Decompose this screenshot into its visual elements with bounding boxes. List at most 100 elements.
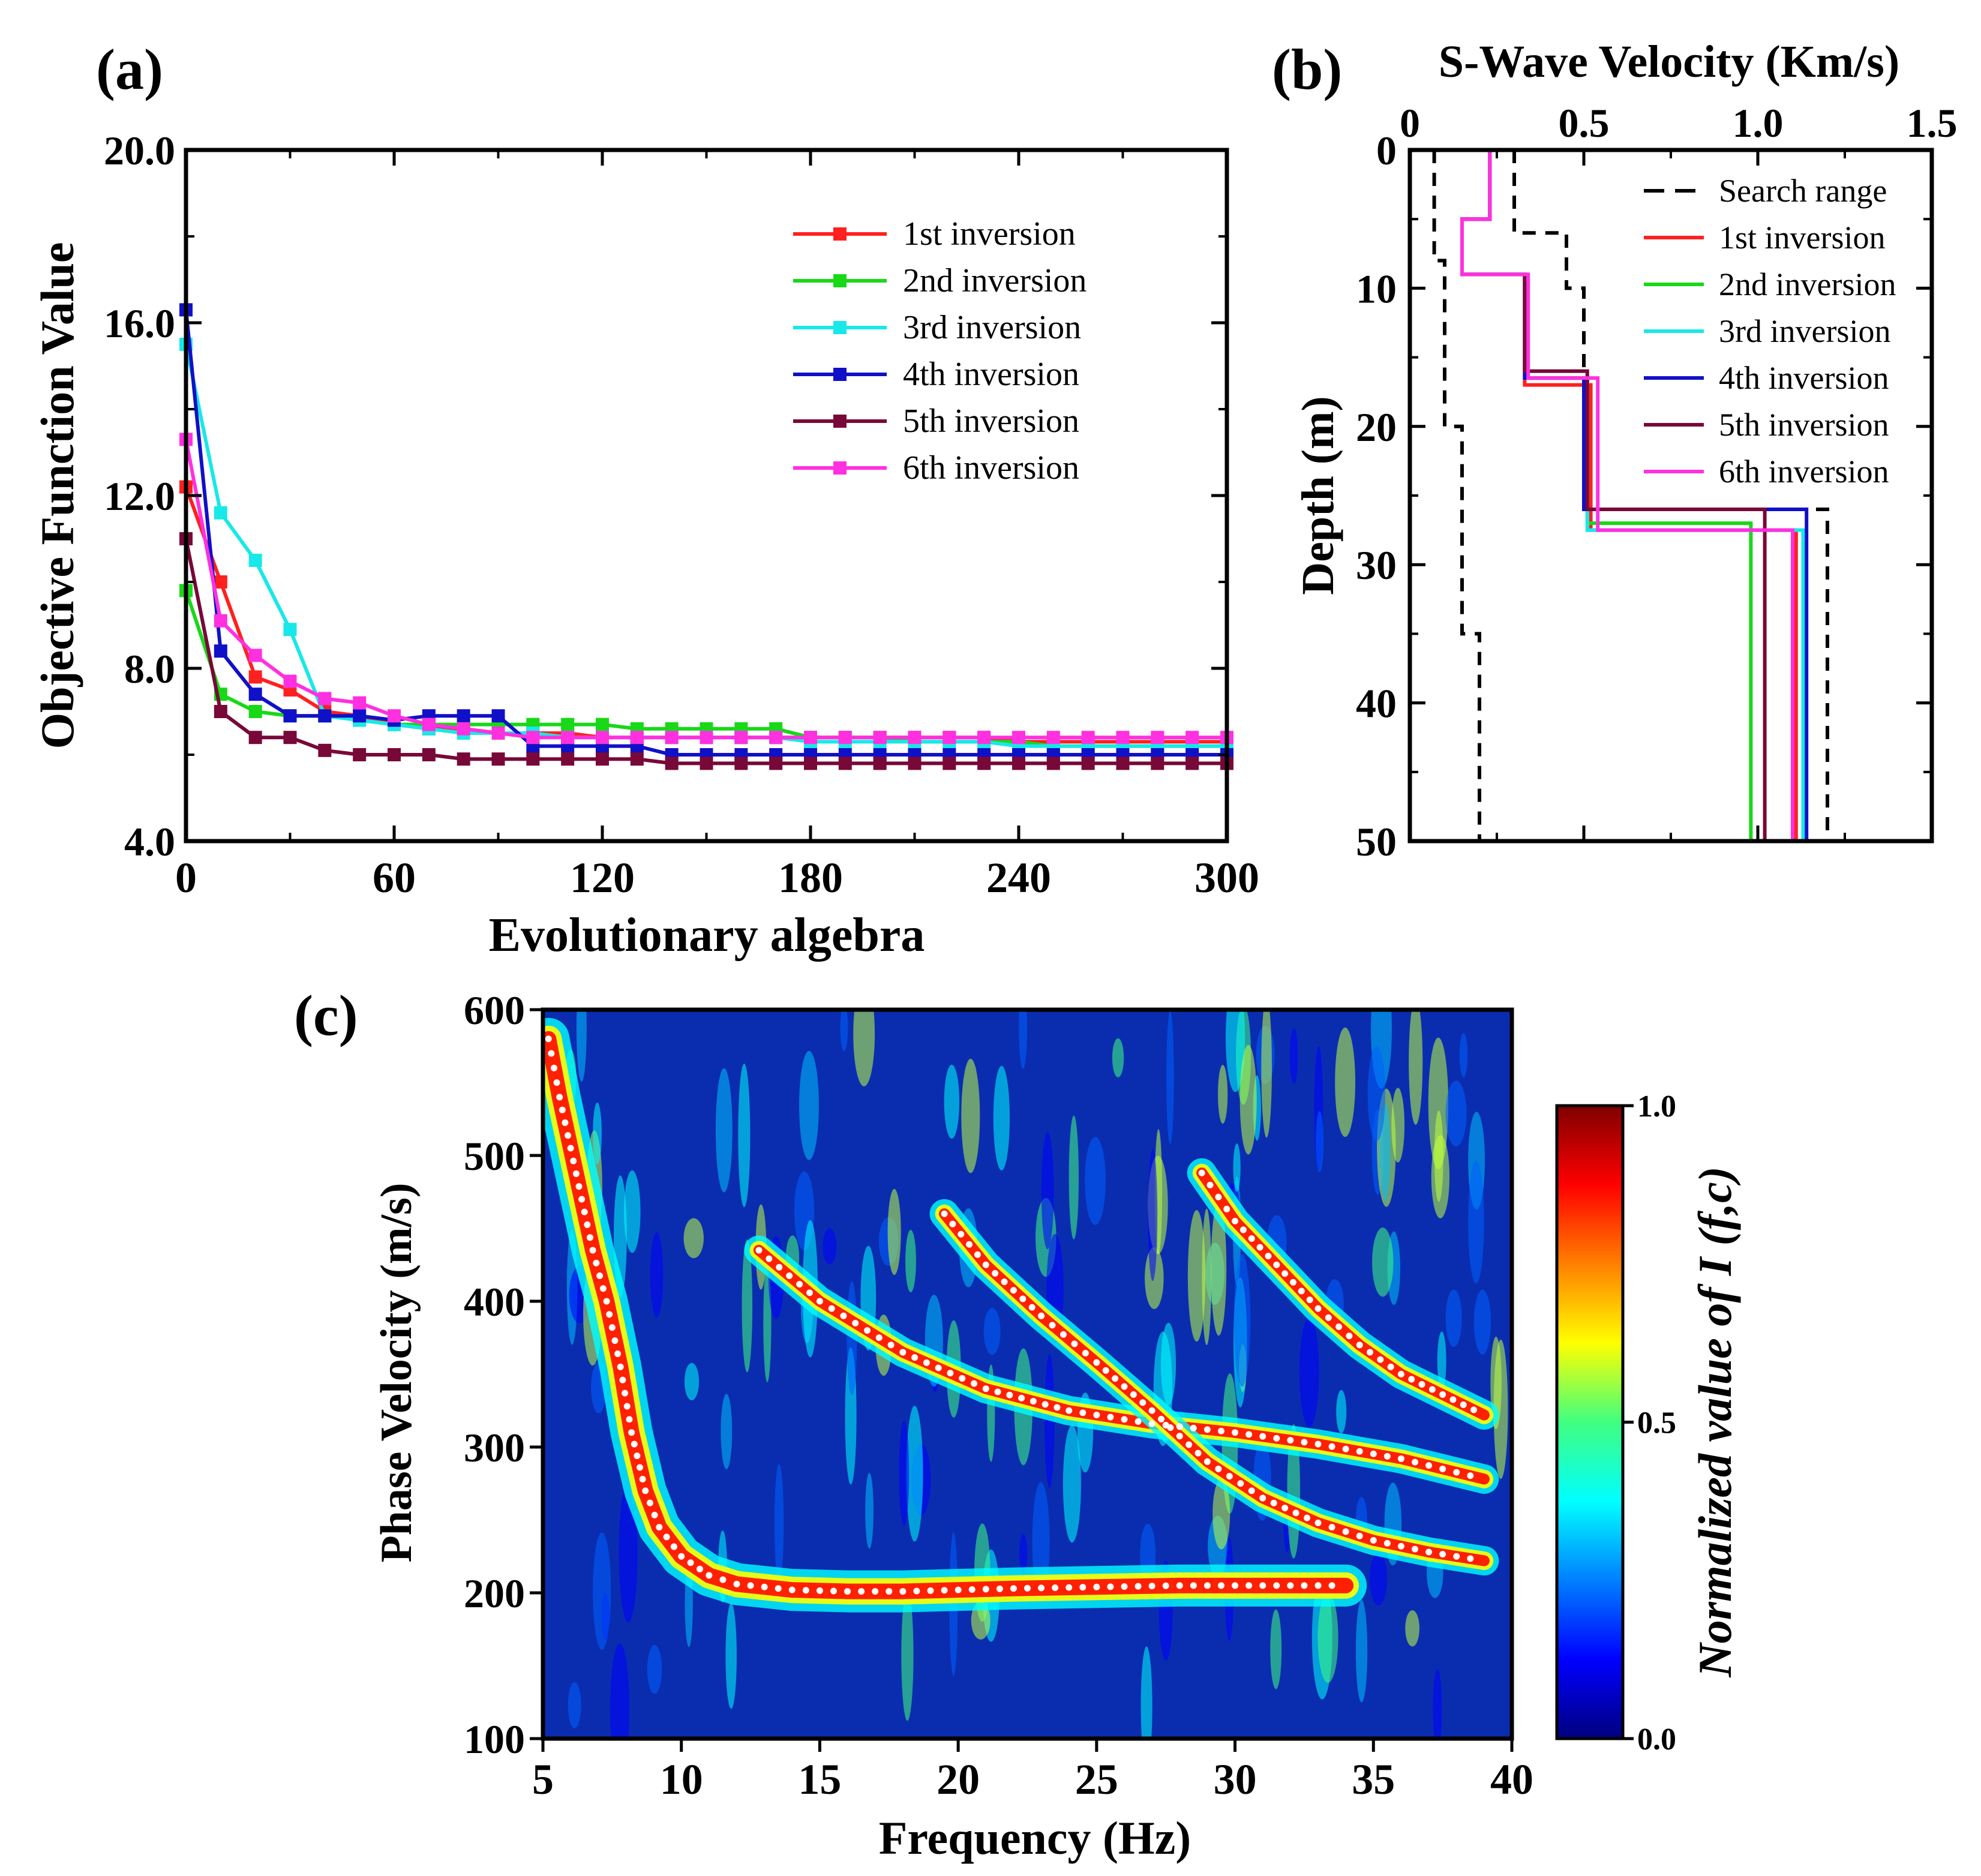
pick-dot bbox=[844, 1588, 851, 1595]
pick-dot bbox=[634, 1452, 641, 1460]
noise-blob bbox=[1218, 1064, 1228, 1124]
pick-dot bbox=[923, 1359, 930, 1366]
pick-dot bbox=[1397, 1455, 1404, 1462]
pick-dot bbox=[1298, 1287, 1305, 1295]
noise-blob bbox=[1445, 1080, 1467, 1146]
pick-dot bbox=[1093, 1412, 1100, 1419]
pick-dot bbox=[1102, 1367, 1109, 1374]
pick-dot bbox=[1041, 1401, 1049, 1408]
noise-blob bbox=[983, 1308, 1001, 1355]
panel-c-xlabel: Frequency (Hz) bbox=[879, 1812, 1191, 1864]
x-tick-label: 120 bbox=[570, 854, 635, 902]
legend-label: 1st inversion bbox=[1719, 220, 1886, 256]
panel-c-label: (c) bbox=[294, 983, 358, 1047]
noise-blob bbox=[610, 1643, 630, 1739]
pick-dot bbox=[1121, 1583, 1128, 1590]
data-point bbox=[700, 757, 713, 770]
colorbar-tick-label: 0.5 bbox=[1637, 1406, 1676, 1440]
data-point bbox=[318, 743, 332, 757]
colorbar-ticks: 0.0 0.5 1.0 bbox=[1623, 1089, 1676, 1757]
pick-dot bbox=[796, 1281, 803, 1288]
noise-blob bbox=[624, 1170, 641, 1253]
pick-dot bbox=[1223, 1205, 1230, 1212]
data-point bbox=[561, 731, 575, 745]
pick-dot bbox=[1281, 1505, 1289, 1512]
legend-entry-5: 5th inversion bbox=[793, 403, 1079, 440]
pick-dot bbox=[614, 1350, 622, 1357]
data-point bbox=[318, 692, 332, 706]
data-point bbox=[665, 731, 679, 745]
pick-dot bbox=[567, 1145, 574, 1152]
pick-dot bbox=[1112, 1375, 1119, 1382]
x-tick-label: 0 bbox=[175, 854, 197, 902]
y-tick-label: 600 bbox=[464, 987, 525, 1033]
noise-blob bbox=[650, 1232, 664, 1318]
pick-dot bbox=[1387, 1363, 1394, 1370]
noise-blob bbox=[1459, 1033, 1468, 1077]
legend-marker bbox=[833, 415, 847, 428]
pick-dot bbox=[1439, 1465, 1446, 1472]
legend-marker bbox=[833, 227, 847, 241]
panel-c: (c) 5 10 15 20 25 30 35 40 100 200 300 400 500 600 Ph… bbox=[294, 983, 1741, 1864]
pick-dot bbox=[775, 1585, 782, 1592]
pick-dot bbox=[1301, 1582, 1308, 1589]
legend-label: 6th inversion bbox=[1719, 454, 1889, 490]
pick-dot bbox=[1121, 1416, 1128, 1423]
pick-dot bbox=[678, 1553, 685, 1560]
legend-label: 5th inversion bbox=[903, 403, 1079, 440]
noise-blob bbox=[865, 1473, 874, 1549]
noise-blob bbox=[1299, 1317, 1319, 1427]
y-tick-label: 16.0 bbox=[104, 301, 175, 346]
data-point bbox=[422, 748, 436, 761]
x-tick-label: 30 bbox=[1214, 1755, 1257, 1803]
pick-dot bbox=[761, 1583, 768, 1590]
pick-dot bbox=[1342, 1445, 1349, 1452]
pick-dot bbox=[1059, 1331, 1067, 1338]
data-point bbox=[630, 731, 644, 745]
noise-blob bbox=[905, 1229, 916, 1293]
series-2 bbox=[179, 584, 1233, 753]
data-point bbox=[838, 731, 852, 745]
x-tick-label: 300 bbox=[1194, 854, 1259, 902]
data-point bbox=[283, 674, 297, 688]
data-point bbox=[1185, 731, 1199, 745]
data-point bbox=[526, 731, 540, 745]
pick-dot bbox=[696, 1565, 703, 1572]
panel-c-ylabel: Phase Velocity (m/s) bbox=[372, 1182, 421, 1562]
data-point bbox=[1046, 731, 1060, 745]
colorbar-tick-label: 0.0 bbox=[1637, 1722, 1676, 1757]
pick-dot bbox=[1245, 1582, 1253, 1589]
x-tick-label: 40 bbox=[1490, 1755, 1533, 1803]
pick-dot bbox=[1148, 1583, 1155, 1590]
data-point bbox=[353, 748, 367, 761]
pick-dot bbox=[992, 1269, 999, 1277]
x-tick-label: 10 bbox=[660, 1755, 703, 1803]
data-point bbox=[665, 757, 679, 770]
pick-dot bbox=[1383, 1452, 1391, 1460]
data-point bbox=[596, 718, 609, 731]
pick-dot bbox=[593, 1259, 600, 1266]
noise-blob bbox=[1019, 1533, 1028, 1575]
data-point bbox=[908, 757, 922, 770]
panel-c-frame bbox=[541, 1007, 1514, 1741]
picked-curve-higher-mode-3 bbox=[1198, 1169, 1478, 1413]
pick-dot bbox=[1453, 1469, 1460, 1476]
x-tick-label: 1.0 bbox=[1733, 100, 1784, 146]
pick-dot bbox=[1418, 1381, 1425, 1388]
noise-blob bbox=[683, 1218, 704, 1259]
pick-dot bbox=[996, 1585, 1003, 1592]
legend-marker bbox=[833, 321, 847, 334]
data-point bbox=[838, 757, 852, 770]
pick-dot bbox=[1408, 1376, 1415, 1383]
pick-dot bbox=[982, 1586, 989, 1593]
data-point bbox=[214, 644, 227, 658]
pick-dot bbox=[1176, 1433, 1183, 1440]
pick-dot bbox=[1158, 1415, 1165, 1422]
y-tick-label: 0 bbox=[1376, 128, 1397, 173]
pick-dot bbox=[1176, 1423, 1183, 1430]
pick-dot bbox=[1134, 1418, 1142, 1425]
data-point bbox=[457, 722, 470, 736]
pick-dot bbox=[1232, 1217, 1239, 1224]
noise-blob bbox=[593, 1102, 602, 1164]
pick-dot bbox=[1049, 1322, 1056, 1329]
